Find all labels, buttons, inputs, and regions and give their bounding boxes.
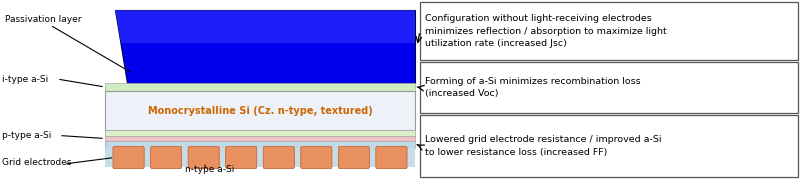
- FancyBboxPatch shape: [226, 146, 257, 168]
- Text: Configuration without light-receiving electrodes
minimizes reflection / absorpti: Configuration without light-receiving el…: [425, 14, 666, 48]
- Bar: [420, 2, 798, 60]
- Text: Grid electrodes: Grid electrodes: [2, 158, 71, 167]
- Bar: [105, 83, 415, 91]
- Text: Monocrystalline Si (Cz. n-type, textured): Monocrystalline Si (Cz. n-type, textured…: [148, 105, 372, 115]
- FancyBboxPatch shape: [301, 146, 332, 168]
- Bar: [420, 62, 798, 113]
- FancyBboxPatch shape: [338, 146, 370, 168]
- FancyBboxPatch shape: [188, 146, 219, 168]
- Text: p-type a-Si: p-type a-Si: [2, 131, 51, 140]
- FancyBboxPatch shape: [263, 146, 294, 168]
- FancyBboxPatch shape: [263, 146, 294, 168]
- Bar: [105, 136, 415, 141]
- FancyBboxPatch shape: [376, 146, 407, 168]
- FancyBboxPatch shape: [376, 146, 407, 168]
- Bar: [105, 148, 415, 167]
- Text: i-type a-Si: i-type a-Si: [2, 74, 48, 83]
- Polygon shape: [115, 10, 415, 83]
- Bar: [105, 141, 415, 148]
- FancyBboxPatch shape: [113, 146, 144, 168]
- FancyBboxPatch shape: [301, 146, 332, 168]
- Bar: [105, 91, 415, 130]
- FancyBboxPatch shape: [150, 146, 182, 168]
- Text: Lowered grid electrode resistance / improved a-Si
to lower resistance loss (incr: Lowered grid electrode resistance / impr…: [425, 136, 662, 157]
- Text: Passivation layer: Passivation layer: [5, 15, 82, 24]
- Text: n-type a-Si: n-type a-Si: [185, 165, 234, 174]
- Bar: [420, 115, 798, 177]
- FancyBboxPatch shape: [188, 146, 219, 168]
- Polygon shape: [115, 10, 415, 43]
- FancyBboxPatch shape: [150, 146, 182, 168]
- FancyBboxPatch shape: [113, 146, 144, 168]
- Bar: [105, 130, 415, 136]
- Text: Forming of a-Si minimizes recombination loss
(increased Voc): Forming of a-Si minimizes recombination …: [425, 77, 641, 98]
- FancyBboxPatch shape: [338, 146, 370, 168]
- FancyBboxPatch shape: [226, 146, 257, 168]
